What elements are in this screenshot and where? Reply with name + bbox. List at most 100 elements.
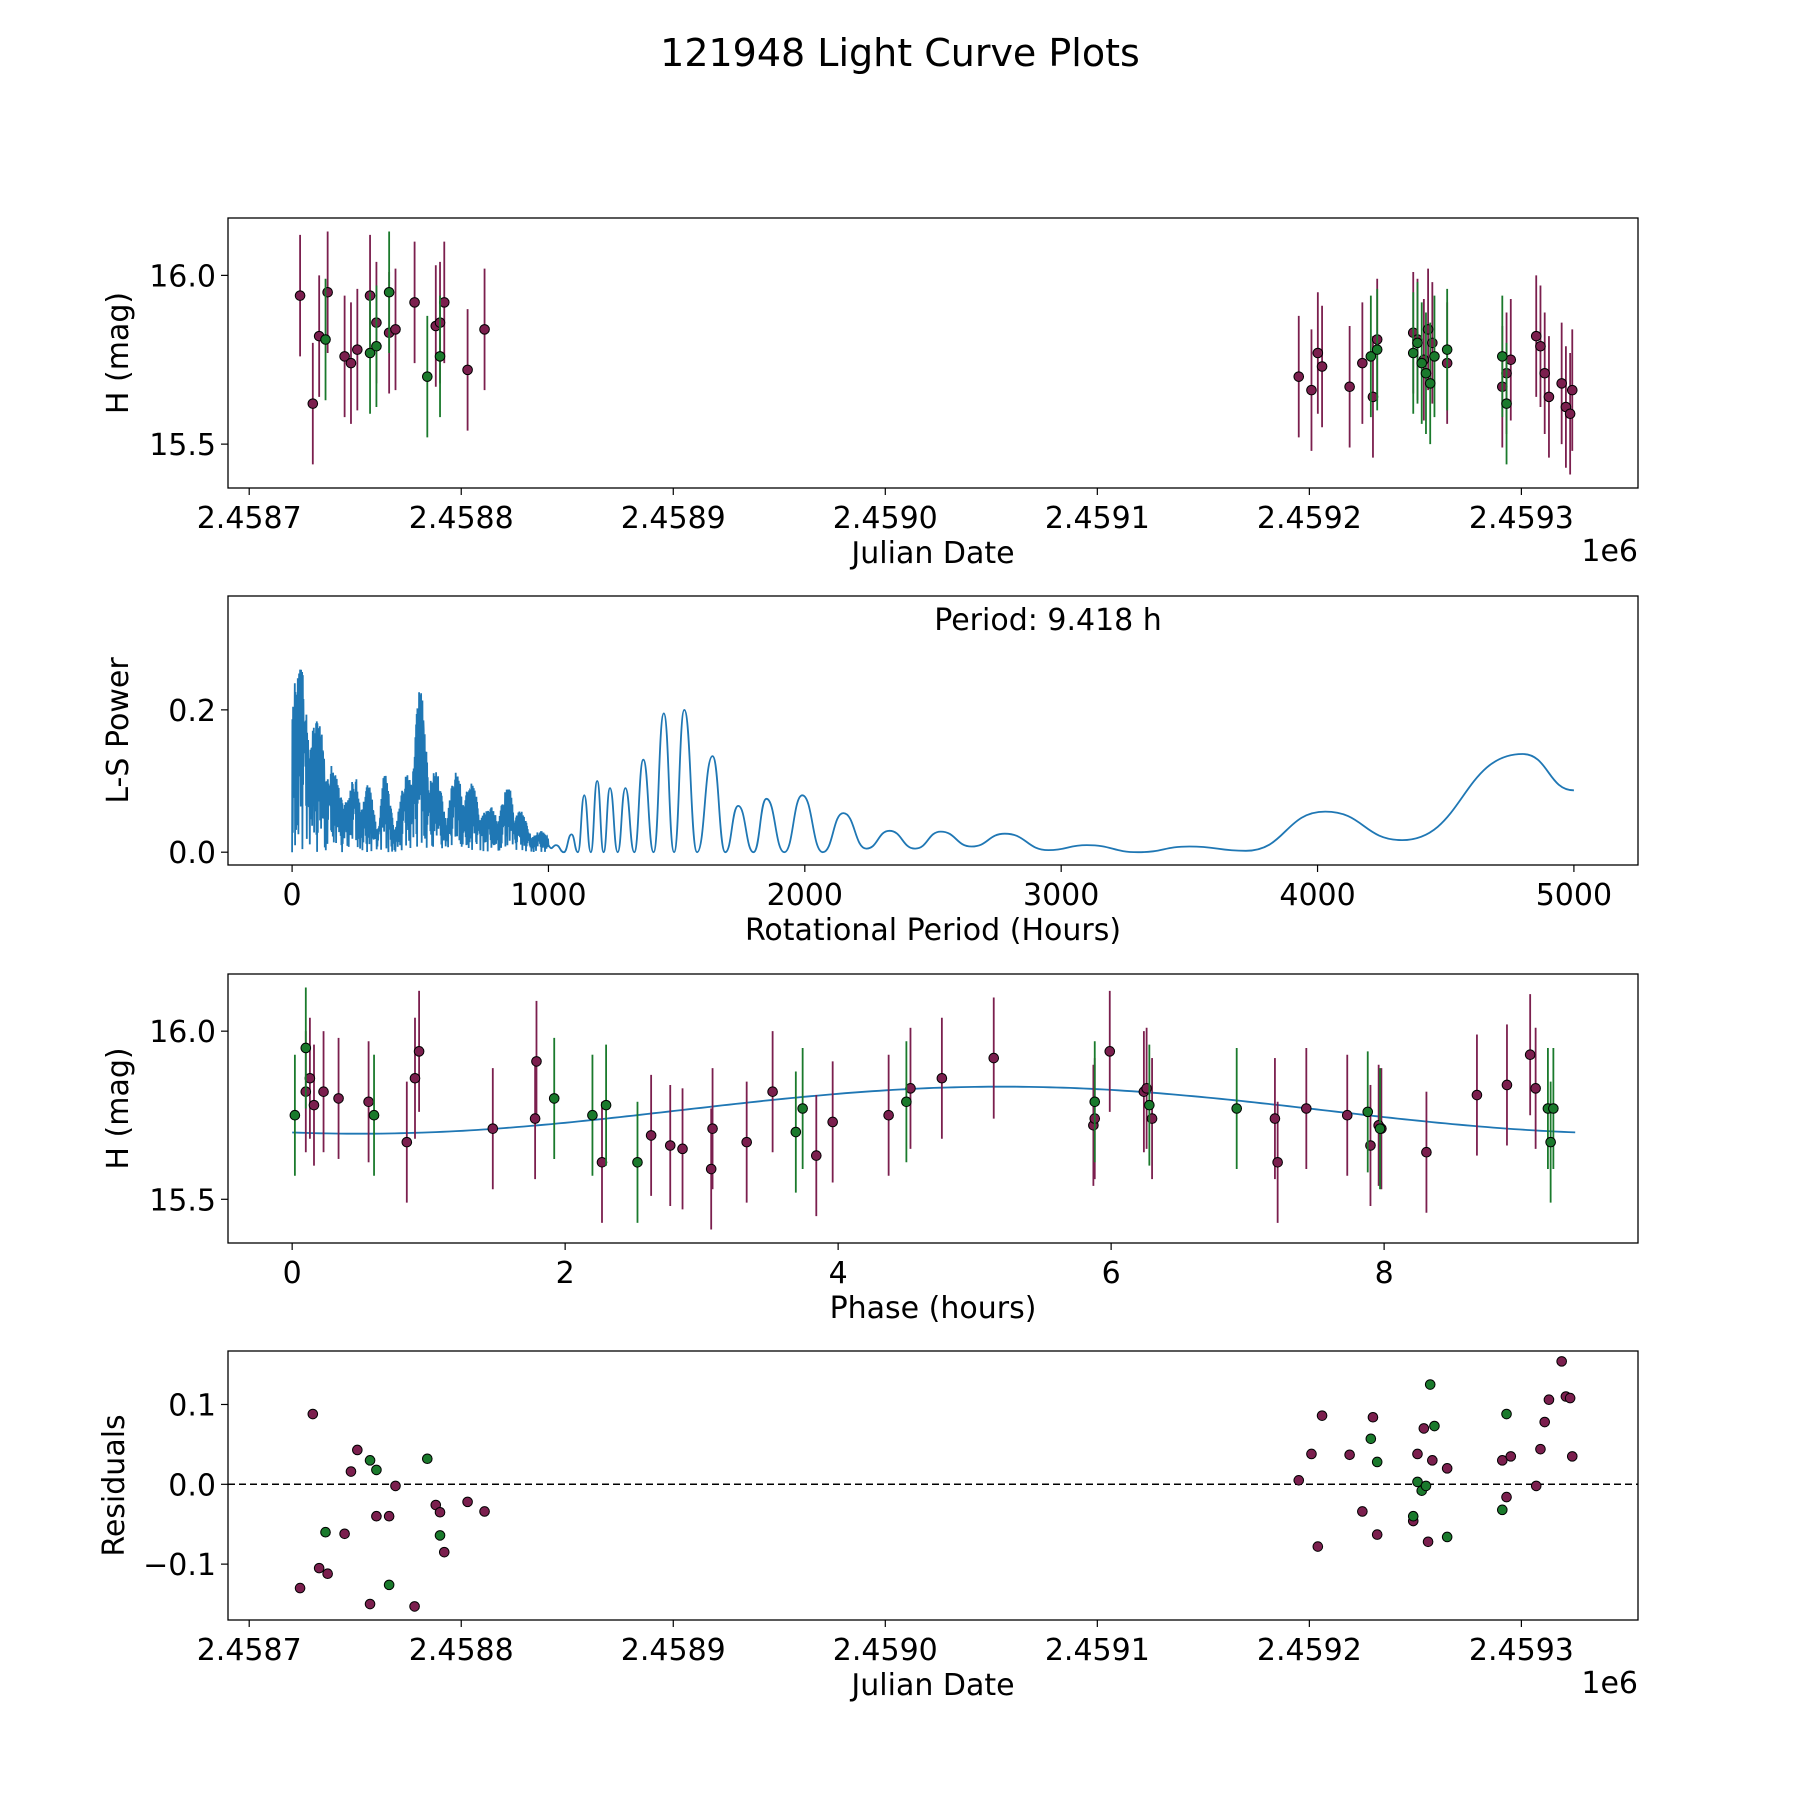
data-point xyxy=(1416,357,1428,369)
y-tick-label: 0.0 xyxy=(168,1468,216,1503)
x-tick-label: 2.4591 xyxy=(1045,501,1150,536)
data-point xyxy=(1231,1103,1243,1114)
x-tick-label: 2.4588 xyxy=(409,501,514,536)
x-tick-label: 4 xyxy=(829,1256,848,1291)
data-point xyxy=(797,1103,808,1114)
data-point xyxy=(1301,1103,1312,1114)
data-point xyxy=(1272,1157,1283,1168)
data-point xyxy=(1407,1510,1419,1522)
x-tick-label: 0 xyxy=(283,878,302,913)
data-point xyxy=(371,1464,382,1476)
data-point xyxy=(307,398,319,409)
x-tick-label: 2.4589 xyxy=(621,1633,726,1668)
x-axis-label: Julian Date xyxy=(849,1668,1014,1703)
data-point xyxy=(587,1109,598,1121)
data-point xyxy=(1357,1506,1368,1517)
data-point xyxy=(422,1453,433,1465)
x-tick-label: 6 xyxy=(1102,1256,1121,1291)
data-point xyxy=(664,1140,676,1151)
data-point xyxy=(339,351,350,362)
series-magenta xyxy=(294,1356,1578,1612)
data-point xyxy=(1501,1491,1512,1503)
data-point xyxy=(1418,1423,1430,1434)
data-point xyxy=(462,364,473,376)
data-point xyxy=(1429,351,1440,362)
data-point xyxy=(1497,1455,1508,1466)
x-tick-label: 5000 xyxy=(1536,878,1612,913)
data-point xyxy=(300,1042,312,1054)
data-point xyxy=(434,351,446,362)
data-point xyxy=(1539,367,1551,379)
data-point xyxy=(1365,1433,1377,1445)
data-point xyxy=(1501,1408,1512,1420)
x-tick-label: 2000 xyxy=(767,878,843,913)
figure-title: 121948 Light Curve Plots xyxy=(660,31,1140,75)
data-point xyxy=(409,297,420,308)
data-point xyxy=(1556,1356,1567,1367)
data-point xyxy=(1357,357,1368,369)
data-point xyxy=(1524,1049,1536,1060)
x-tick-label: 2.4587 xyxy=(197,501,302,536)
series-green xyxy=(289,987,1559,1223)
data-point xyxy=(1421,1146,1432,1158)
data-point xyxy=(1371,344,1383,355)
model-fit-curve xyxy=(292,1085,1576,1135)
data-point xyxy=(1341,1109,1353,1121)
y-tick-label: 15.5 xyxy=(149,428,216,463)
x-tick-label: 2.4592 xyxy=(1257,501,1362,536)
data-point xyxy=(401,1136,413,1148)
data-point xyxy=(1530,330,1542,342)
data-point xyxy=(767,1086,778,1097)
data-point xyxy=(1530,1480,1542,1492)
data-point xyxy=(1412,337,1423,349)
data-point xyxy=(320,1526,331,1538)
data-point xyxy=(345,1466,357,1477)
data-point xyxy=(1471,1089,1483,1101)
periodogram-line xyxy=(291,669,1574,854)
data-point xyxy=(318,1086,329,1097)
data-point xyxy=(409,1601,420,1612)
data-point xyxy=(1407,347,1419,359)
data-point xyxy=(707,1123,718,1134)
data-point xyxy=(790,1126,802,1138)
y-tick-label: −0.1 xyxy=(143,1548,216,1583)
data-point xyxy=(371,1510,382,1522)
x-tick-label: 0 xyxy=(283,1256,302,1291)
plot-area xyxy=(294,231,1578,475)
panel-phased: 0 2 4 6 8 15.5 16.0 Phase (hours) H (mag) xyxy=(101,973,1639,1326)
data-point xyxy=(352,1444,363,1456)
data-point xyxy=(289,1109,301,1121)
data-point xyxy=(1362,1106,1374,1118)
data-point xyxy=(531,1056,542,1067)
x-axis-label: Rotational Period (Hours) xyxy=(745,913,1121,948)
data-point xyxy=(883,1109,894,1121)
data-point xyxy=(810,1150,822,1161)
data-point xyxy=(1144,1099,1155,1111)
y-tick-label: 15.5 xyxy=(149,1183,216,1218)
data-point xyxy=(1505,1451,1517,1462)
data-point xyxy=(1420,1480,1432,1492)
y-axis-label: L-S Power xyxy=(101,657,136,804)
x-tick-label: 4000 xyxy=(1279,878,1355,913)
series-green xyxy=(320,231,1512,465)
data-point xyxy=(901,1096,912,1108)
data-point xyxy=(462,1496,473,1508)
x-tick-label: 2.4590 xyxy=(833,1633,938,1668)
data-point xyxy=(1306,1448,1317,1460)
data-point xyxy=(1316,1410,1328,1421)
x-offset-label: 1e6 xyxy=(1581,1666,1638,1701)
data-point xyxy=(307,1408,319,1420)
x-axis-label: Julian Date xyxy=(849,536,1014,571)
data-point xyxy=(1566,1451,1578,1462)
data-point xyxy=(1412,1448,1423,1460)
data-point xyxy=(1312,1541,1324,1552)
x-tick-label: 2.4591 xyxy=(1045,1633,1150,1668)
data-point xyxy=(479,324,490,335)
data-point xyxy=(1293,1475,1305,1486)
data-point xyxy=(1429,1420,1440,1432)
data-point xyxy=(345,357,357,369)
plot-area xyxy=(289,987,1576,1230)
data-point xyxy=(339,1528,350,1540)
x-tick-label: 2.4587 xyxy=(197,1633,302,1668)
data-point xyxy=(422,371,433,382)
